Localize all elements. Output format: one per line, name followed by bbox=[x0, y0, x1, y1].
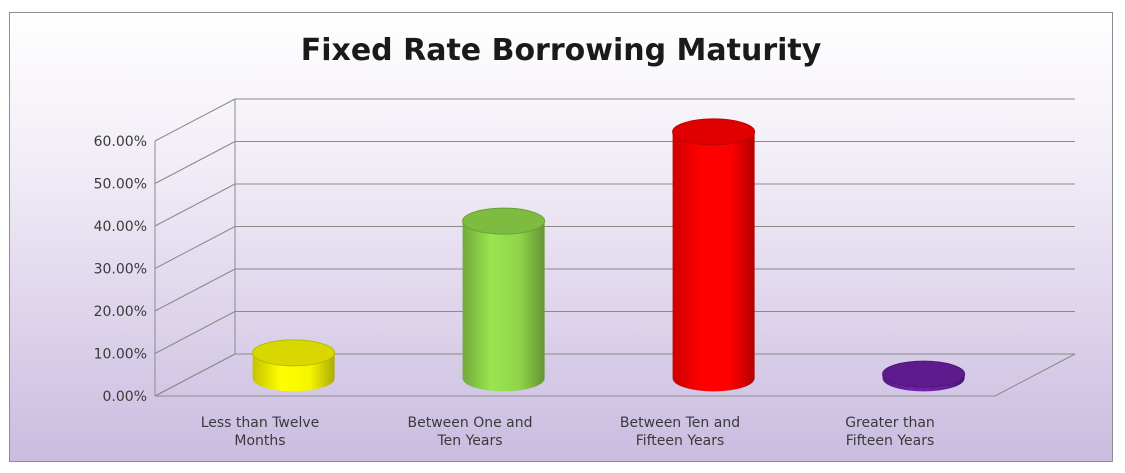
floor bbox=[154, 353, 1076, 397]
bar-top bbox=[252, 339, 336, 367]
gridline-side bbox=[154, 311, 236, 354]
bar bbox=[462, 221, 545, 392]
y-tick-label: 0.00% bbox=[103, 389, 147, 405]
chart-frame: Fixed Rate Borrowing Maturity 0.00% 10.00… bbox=[9, 12, 1113, 462]
bar-top bbox=[462, 207, 546, 235]
bar-top bbox=[882, 360, 966, 388]
y-tick-label: 60.00% bbox=[94, 134, 147, 150]
y-tick-label: 40.00% bbox=[94, 219, 147, 235]
x-tick-label: Fifteen Years bbox=[846, 433, 935, 449]
gridline-side bbox=[154, 141, 236, 184]
bar bbox=[672, 131, 755, 392]
gridline-side bbox=[154, 268, 236, 312]
bar-top bbox=[672, 118, 756, 146]
chart-title: Fixed Rate Borrowing Maturity bbox=[300, 33, 822, 68]
y-tick-label: 50.00% bbox=[94, 177, 147, 193]
x-tick-label: Fifteen Years bbox=[636, 433, 725, 449]
x-tick-label: Ten Years bbox=[436, 433, 502, 449]
gridline-side bbox=[154, 226, 236, 269]
chart-plot: 0.00% 10.00% 20.00% 30.00% 40.00% 50.00% 60.00… bbox=[94, 98, 1076, 449]
y-tick-label: 20.00% bbox=[94, 304, 147, 320]
x-tick-label: Greater than bbox=[845, 415, 935, 431]
x-tick-label: Between One and bbox=[407, 415, 532, 431]
y-tick-label: 30.00% bbox=[94, 262, 147, 278]
gridline-side bbox=[154, 98, 236, 142]
y-tick-label: 10.00% bbox=[94, 347, 147, 363]
gridline-side bbox=[154, 183, 236, 227]
x-tick-label: Between Ten and bbox=[620, 415, 740, 431]
x-tick-label: Months bbox=[234, 433, 285, 449]
x-tick-label: Less than Twelve bbox=[201, 415, 320, 431]
